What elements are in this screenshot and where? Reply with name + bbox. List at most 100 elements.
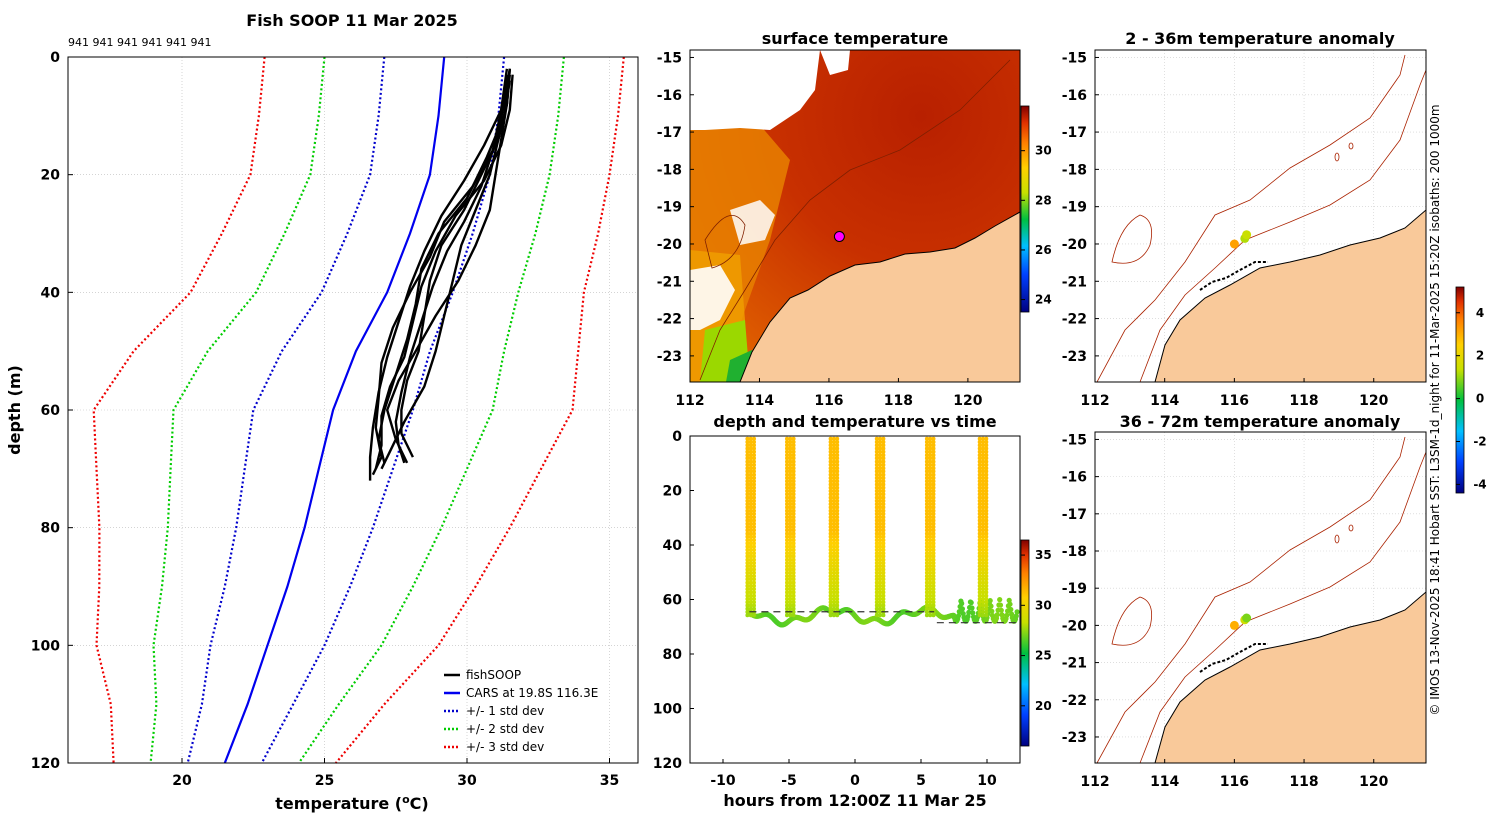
depthtime-cast-point	[984, 511, 989, 516]
depthtime-cast-point	[931, 554, 936, 559]
depthtime-cast-point	[881, 564, 886, 569]
depthtime-cast-point	[881, 492, 886, 497]
depthtime-cast-point	[878, 485, 883, 490]
depthtime-cast-point	[828, 446, 833, 451]
depthtime-cast-point	[831, 472, 836, 477]
depthtime-cast-point	[785, 459, 789, 464]
depthtime-cast-point	[752, 518, 756, 523]
depthtime-cast-point	[881, 502, 886, 507]
depthtime-cast-point	[785, 577, 789, 582]
depthtime-bottom-point	[1014, 609, 1020, 615]
profile-y-tick-label: 60	[41, 403, 61, 419]
depthtime-cast-point	[881, 508, 886, 513]
map-y-tick-label: -17	[1062, 507, 1087, 523]
anomaly-colorbar	[1455, 286, 1465, 494]
depthtime-cast-point	[745, 521, 750, 526]
sst-colorbar-tick-label: 28	[1035, 193, 1052, 207]
depthtime-cast-point	[924, 459, 929, 464]
depthtime-cast-point	[745, 498, 750, 503]
depthtime-cast-point	[981, 459, 985, 464]
depthtime-cast-point	[831, 541, 836, 546]
depthtime-cast-point	[791, 590, 796, 595]
depthtime-cast-point	[878, 456, 883, 461]
depthtime-cast-point	[874, 570, 879, 575]
depthtime-cast-point	[881, 597, 886, 601]
depthtime-cast-point	[928, 495, 933, 500]
map-y-tick-label: -23	[1062, 730, 1087, 746]
depthtime-cast-point	[788, 472, 793, 477]
depthtime-cast-point	[791, 492, 796, 497]
depthtime-cast-point	[881, 511, 886, 516]
cars-std1-lower-line	[186, 56, 386, 764]
depthtime-cast-point	[984, 564, 989, 569]
map-x-tick-label: 116	[1220, 393, 1249, 409]
depthtime-cast-point	[931, 511, 936, 516]
depthtime-cast-point	[835, 613, 840, 618]
depthtime-cast-point	[874, 449, 879, 454]
depthtime-cast-point	[924, 606, 929, 611]
depthtime-cast-point	[752, 449, 756, 454]
depthtime-cast-point	[752, 482, 756, 487]
depthtime-cast-point	[831, 547, 836, 552]
depthtime-cast-point	[878, 469, 883, 474]
depthtime-cast-point	[828, 443, 833, 448]
depthtime-cast-point	[931, 462, 936, 467]
depthtime-cast-point	[748, 482, 753, 487]
map-y-tick-label: -23	[1062, 349, 1087, 365]
depthtime-cast-point	[874, 466, 879, 471]
depthtime-cast-point	[874, 580, 879, 585]
depthtime-cast-point	[835, 587, 840, 592]
depthtime-cast-point	[928, 476, 933, 480]
depthtime-cast-point	[878, 606, 883, 611]
depthtime-cast-point	[931, 459, 936, 464]
depthtime-cast-point	[785, 557, 789, 562]
sst-title: surface temperature	[762, 29, 949, 48]
depthtime-cast-point	[981, 502, 985, 507]
depthtime-cast-point	[828, 564, 833, 569]
depthtime-cast-point	[878, 446, 883, 451]
depthtime-cast-point	[981, 521, 985, 526]
legend-label-std3: +/- 3 std dev	[466, 740, 544, 754]
depthtime-cast-point	[878, 498, 883, 503]
depthtime-cast-point	[745, 469, 750, 474]
depthtime-cast-point	[828, 544, 833, 549]
depthtime-cast-point	[977, 449, 982, 454]
depthtime-bottom-point	[955, 613, 962, 619]
sst-colorbar-ticks: 24 26 28 30	[1021, 144, 1052, 307]
depthtime-cast-point	[788, 502, 793, 507]
map-x-tick-label: 114	[1150, 774, 1179, 790]
depthtime-cast-point	[924, 531, 929, 536]
depthtime-cast-point	[924, 525, 929, 529]
depthtime-cast-point	[931, 593, 936, 598]
depthtime-cast-point	[928, 502, 933, 507]
depthtime-cast-point	[791, 440, 796, 444]
depthtime-cast-point	[924, 489, 929, 493]
depthtime-y-tick-label: 0	[672, 429, 682, 445]
depthtime-cast-point	[977, 489, 982, 493]
depthtime-cast-point	[931, 544, 936, 549]
depthtime-colorbar-tick-label: 25	[1035, 649, 1052, 663]
depthtime-cast-point	[924, 567, 929, 572]
depthtime-cast-point	[791, 459, 796, 464]
depthtime-cast-point	[981, 574, 985, 579]
depthtime-cast-point	[785, 534, 789, 539]
depthtime-cast-point	[785, 449, 789, 454]
depthtime-cast-point	[752, 557, 756, 562]
depthtime-cast-point	[752, 590, 756, 595]
depthtime-cast-point	[981, 462, 985, 467]
cars-std2-upper-line	[297, 56, 565, 764]
depthtime-cast-point	[752, 489, 756, 493]
depthtime-cast-point	[752, 538, 756, 543]
depthtime-cast-point	[924, 443, 929, 448]
depthtime-cast-point	[788, 541, 793, 546]
sst-isobath-200	[699, 59, 1011, 381]
depthtime-cast-point	[752, 593, 756, 598]
depthtime-cast-point	[931, 440, 936, 444]
depthtime-cast-point	[924, 551, 929, 556]
depthtime-cast-point	[931, 456, 936, 461]
depthtime-cast-point	[981, 531, 985, 536]
depthtime-cast-point	[928, 567, 933, 572]
anom2-isobath-200	[1139, 451, 1426, 763]
depthtime-cast-point	[981, 482, 985, 487]
depthtime-cast-point	[881, 498, 886, 503]
